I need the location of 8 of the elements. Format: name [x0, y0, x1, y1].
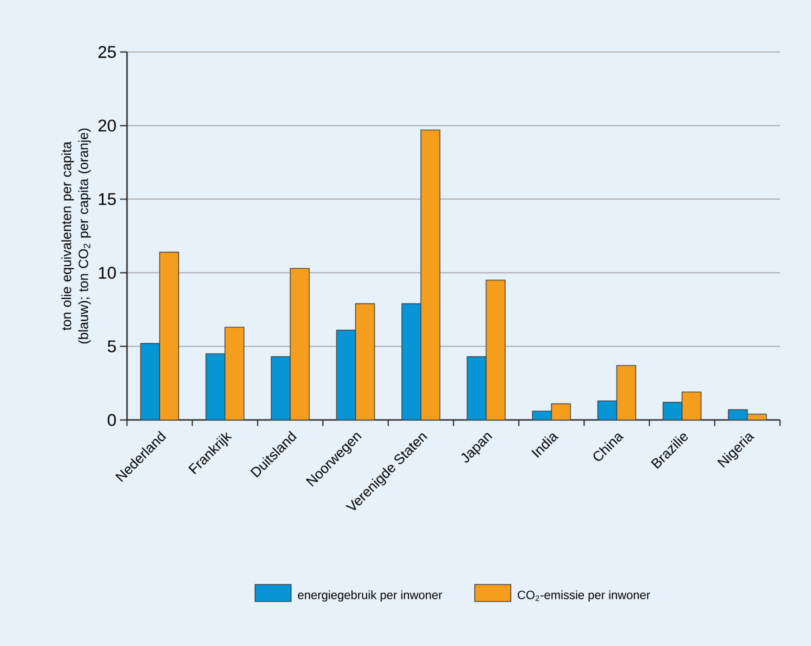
y-tick-label: 20	[98, 120, 116, 132]
legend-label: energiegebruik per inwoner	[298, 590, 442, 602]
legend-label: CO$_{2}$-emissie per inwoner	[518, 590, 650, 602]
y-tick-label: 10	[98, 266, 116, 279]
y-tick-label: 25	[98, 46, 116, 58]
y-tick-label: 0	[108, 414, 116, 426]
y-tick-label: 15	[98, 193, 116, 206]
y-tick-label: 5	[108, 340, 116, 352]
